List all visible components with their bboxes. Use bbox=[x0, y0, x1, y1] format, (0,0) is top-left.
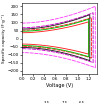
X-axis label: Voltage (V): Voltage (V) bbox=[46, 83, 73, 88]
Legend: 3.5, 8.5, 7.5, 4.5, 6.5, : 3.5, 8.5, 7.5, 4.5, 6.5, bbox=[34, 101, 86, 103]
Y-axis label: Specific capacity (F·g⁻¹): Specific capacity (F·g⁻¹) bbox=[2, 14, 6, 63]
